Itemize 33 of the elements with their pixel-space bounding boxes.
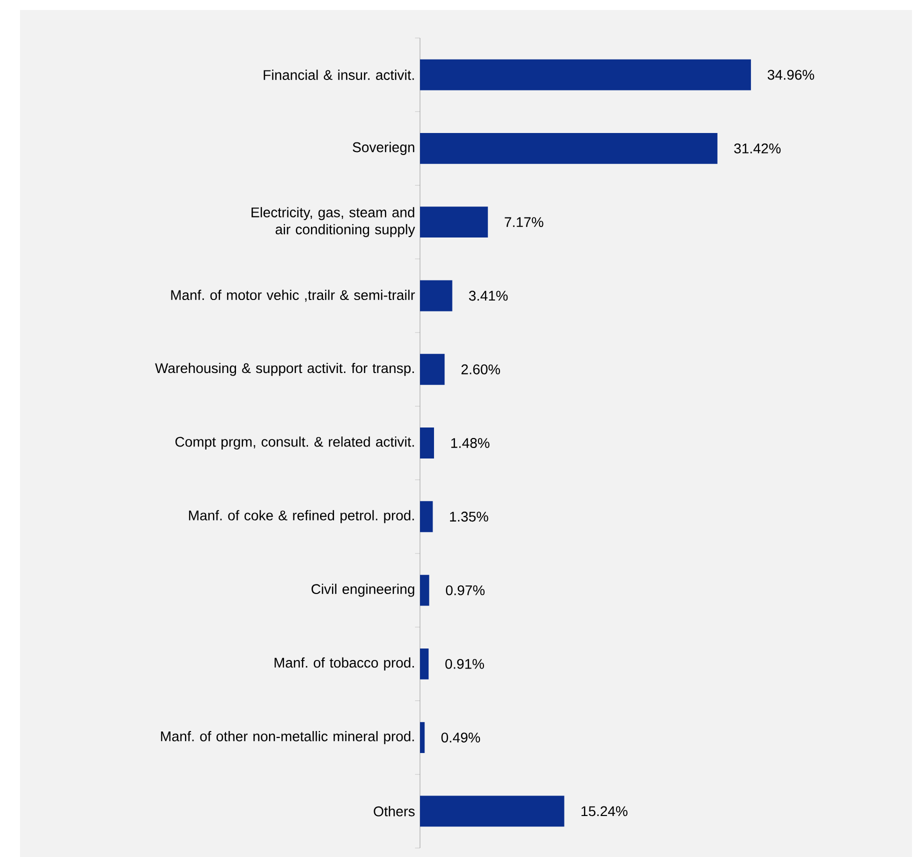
data-label: 0.91% [445,658,484,669]
y-tick-label: Warehousing & support activit. for transp. [155,362,414,376]
bar [420,722,425,754]
bar [420,428,434,458]
y-tick-label: Manf. of other non-metallic mineral prod. [161,731,414,744]
y-tick-label: Manf. of motor vehic ,trailr & semi-trailr [171,290,415,302]
y-tick-label: Compt prgm, consult. & related activit. [175,436,414,450]
data-label: 31.42% [734,143,781,154]
data-label: 1.35% [450,512,488,522]
y-tick-label: Manf. of tobacco prod. [274,657,414,670]
data-label: 1.48% [451,438,490,448]
data-label: 15.24% [582,806,628,816]
y-tick-label: Civil engineering [312,584,414,597]
data-label: 0.49% [441,732,480,743]
data-label: 34.96% [768,70,814,80]
bar [420,206,488,238]
data-label: 3.41% [469,290,508,301]
data-label: 2.60% [462,364,500,374]
y-tick-label: Soveriegn [352,142,414,155]
bar [420,501,433,532]
bar [420,280,452,312]
bar [420,574,430,606]
bar [420,59,751,90]
y-tick-label: Financial & insur. activit. [264,70,414,80]
bar [420,132,718,164]
data-label: 7.17% [504,217,544,227]
y-tick-label: Others [374,806,415,816]
y-tick-label: Manf. of coke & refined petrol. prod. [189,510,414,524]
bar [420,648,429,680]
data-label: 0.97% [446,585,485,596]
y-tick-label: Electricity, gas, steam and air conditioning supply [252,207,416,238]
bar [420,796,564,827]
bar [420,354,445,385]
